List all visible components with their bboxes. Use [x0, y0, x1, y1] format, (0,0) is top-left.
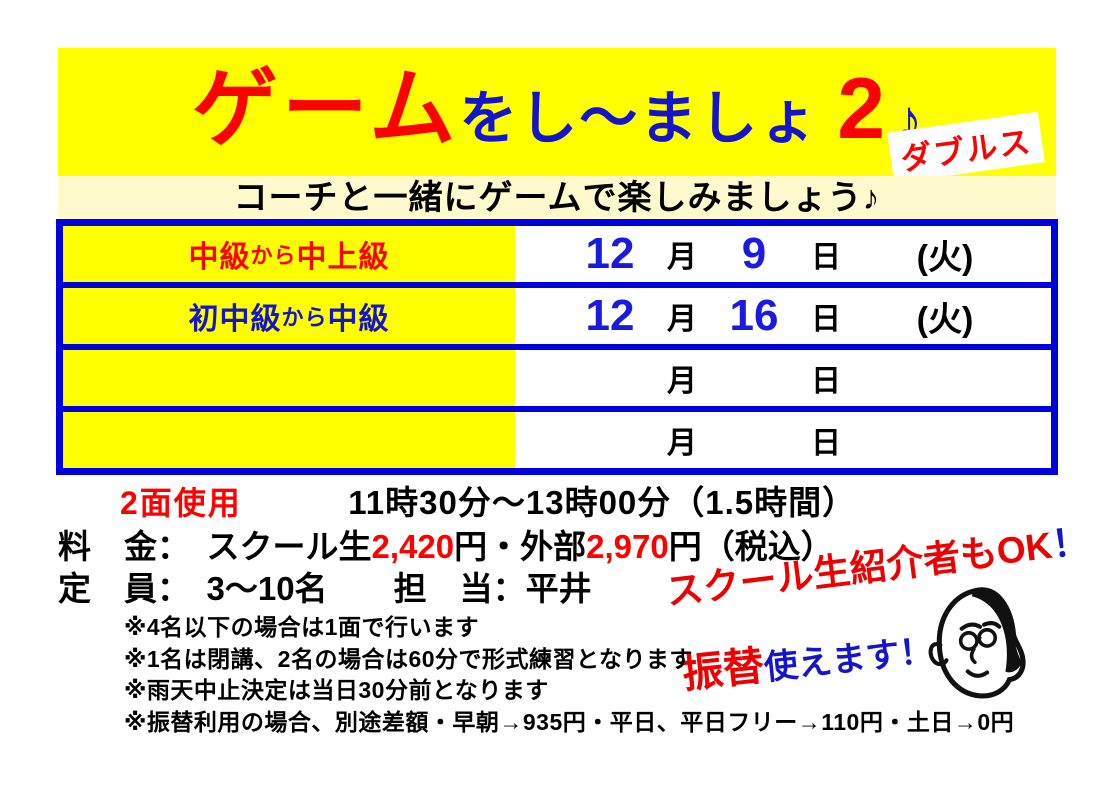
day-label: 日: [811, 365, 841, 398]
level-kara: から: [281, 305, 328, 330]
title-banner: ゲームをし～ましょ 2 ♪: [58, 48, 1056, 176]
fee-mid: 円・外部: [454, 528, 587, 565]
level-text: 中級: [188, 241, 251, 274]
session-time: 11時30分～13時00分（1.5時間）: [348, 484, 857, 521]
level-text: 中上級: [296, 241, 390, 274]
day-value: 16: [729, 291, 779, 340]
day-value: 9: [741, 229, 767, 278]
month-value: 12: [585, 291, 635, 340]
month-value: 12: [585, 229, 635, 278]
date-cell: 月 日: [515, 350, 1051, 406]
level-kara: から: [250, 243, 297, 268]
level-cell: 中級 から 中上級: [63, 226, 515, 282]
date-cell: 12 月 9 日 (火): [515, 226, 1051, 282]
fee-tail: 円（税込）: [668, 528, 834, 565]
promo-referral-bang: ！: [1049, 520, 1092, 566]
day-label: 日: [811, 303, 841, 336]
level-cell: [63, 412, 515, 468]
date-cell: 月 日: [515, 412, 1051, 468]
capacity-line: 定 員： 3～10名 担 当：平井: [58, 562, 592, 610]
note-line: ※雨天中止決定は当日30分前となります: [124, 677, 549, 703]
level-cell: [63, 350, 515, 406]
month-label: 月: [667, 365, 697, 398]
note-line: ※1名は閉講、2名の場合は60分で形式練習となります: [124, 645, 693, 672]
notes-block: ※4名以下の場合は1面で行います ※1名は閉講、2名の場合は60分で形式練習とな…: [124, 612, 1014, 738]
session-line: 2面使用 11時30分～13時00分（1.5時間）: [58, 476, 1056, 524]
schedule-table: 中級 から 中上級 12 月 9 日 (火) 初中級 から 中級 12 月 16 日 (…: [56, 219, 1058, 475]
month-label: 月: [667, 303, 697, 336]
date-cell: 12 月 16 日 (火): [515, 288, 1051, 344]
title-main-blue: をし～ましょ: [459, 86, 820, 151]
capacity-value: 定 員： 3～10名: [58, 570, 328, 607]
day-label: 日: [811, 427, 841, 460]
table-row: 月 日: [63, 412, 1051, 468]
month-label: 月: [667, 427, 697, 460]
instructor-value: 担 当：平井: [393, 570, 592, 607]
subtitle-strip: コーチと一緒にゲームで楽しみましょう♪: [58, 176, 1056, 219]
weekday-value: (火): [916, 238, 974, 277]
fee-outside-price: 2,970: [586, 528, 669, 565]
level-text: 初中級: [188, 303, 282, 336]
fee-school-price: 2,420: [371, 528, 455, 565]
month-label: 月: [667, 241, 697, 274]
note-line: ※振替利用の場合、別途差額・早朝→935円・平日、平日フリー→110円・土日→0…: [124, 708, 1015, 735]
title-number: 2: [837, 61, 886, 157]
coach-face-illustration: [928, 587, 1026, 699]
fee-label: 料 金： スクール生: [58, 528, 372, 565]
table-row: 中級 から 中上級 12 月 9 日 (火): [63, 226, 1051, 288]
weekday-value: (火): [916, 300, 974, 339]
table-row: 初中級 から 中級 12 月 16 日 (火): [63, 288, 1051, 350]
day-label: 日: [811, 241, 841, 274]
level-text: 中級: [327, 303, 390, 336]
courts-used: 2面使用: [120, 485, 242, 521]
fee-line: 料 金： スクール生2,420円・外部2,970円（税込）: [58, 520, 834, 568]
table-row: 月 日: [63, 350, 1051, 412]
note-line: ※4名以下の場合は1面で行います: [124, 614, 479, 640]
level-cell: 初中級 から 中級: [63, 288, 515, 344]
title-main-red: ゲーム: [191, 61, 460, 157]
